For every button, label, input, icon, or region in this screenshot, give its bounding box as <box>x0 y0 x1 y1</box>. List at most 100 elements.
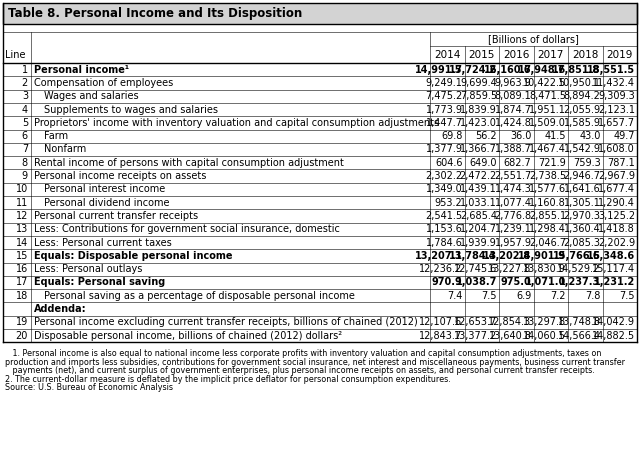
Text: 1,366.7: 1,366.7 <box>460 144 497 154</box>
Text: 12,107.6: 12,107.6 <box>419 317 463 327</box>
Bar <box>3 32 637 63</box>
Text: Equals: Personal saving: Equals: Personal saving <box>34 278 165 288</box>
Text: 970.9: 970.9 <box>432 278 463 288</box>
Bar <box>3 236 637 249</box>
Bar <box>3 302 637 316</box>
Text: 41.5: 41.5 <box>545 131 566 141</box>
Text: 69.8: 69.8 <box>441 131 463 141</box>
Text: 9,699.4: 9,699.4 <box>460 78 497 88</box>
Text: 10,950.1: 10,950.1 <box>557 78 600 88</box>
Text: Supplements to wages and salaries: Supplements to wages and salaries <box>44 104 218 114</box>
Bar <box>3 169 637 183</box>
Text: 604.6: 604.6 <box>435 158 463 168</box>
Text: 7.5: 7.5 <box>481 291 497 301</box>
Text: 16: 16 <box>16 264 28 274</box>
Text: Addenda:: Addenda: <box>34 304 86 314</box>
Text: 1,377.9: 1,377.9 <box>426 144 463 154</box>
Text: 11,432.4: 11,432.4 <box>592 78 635 88</box>
Bar <box>3 130 637 143</box>
Text: Compensation of employees: Compensation of employees <box>34 78 173 88</box>
Text: Nonfarm: Nonfarm <box>44 144 86 154</box>
Text: 13,377.2: 13,377.2 <box>454 331 497 341</box>
Text: 1,957.9: 1,957.9 <box>495 238 531 248</box>
Text: 18,551.5: 18,551.5 <box>587 65 635 75</box>
Text: 16,160.7: 16,160.7 <box>483 65 531 75</box>
Bar <box>3 276 637 289</box>
Text: 1,239.1: 1,239.1 <box>495 224 531 234</box>
Bar <box>3 90 637 103</box>
Text: 14,901.9: 14,901.9 <box>518 251 566 261</box>
Text: 2: 2 <box>22 78 28 88</box>
Text: 7.8: 7.8 <box>585 291 600 301</box>
Text: 1,542.9: 1,542.9 <box>563 144 600 154</box>
Text: 9,963.9: 9,963.9 <box>495 78 531 88</box>
Text: Line: Line <box>5 49 26 60</box>
Text: production and imports less subsidies, contributions for government social insur: production and imports less subsidies, c… <box>5 358 625 367</box>
Text: 1,474.3: 1,474.3 <box>495 185 531 194</box>
Text: 2014: 2014 <box>434 49 460 60</box>
Text: Personal current transfer receipts: Personal current transfer receipts <box>34 211 198 221</box>
Text: 2,946.7: 2,946.7 <box>563 171 600 181</box>
Text: 1,585.9: 1,585.9 <box>563 118 600 128</box>
Text: 49.7: 49.7 <box>614 131 635 141</box>
Text: 14,991.7: 14,991.7 <box>415 65 463 75</box>
Text: 649.0: 649.0 <box>470 158 497 168</box>
Text: 1,773.9: 1,773.9 <box>426 104 463 114</box>
Text: Personal saving as a percentage of disposable personal income: Personal saving as a percentage of dispo… <box>44 291 355 301</box>
Text: 2,085.3: 2,085.3 <box>563 238 600 248</box>
Text: 1,509.0: 1,509.0 <box>529 118 566 128</box>
Text: 15,724.2: 15,724.2 <box>449 65 497 75</box>
Bar <box>3 156 637 169</box>
Bar <box>3 143 637 156</box>
Text: 7.2: 7.2 <box>550 291 566 301</box>
Text: 1,231.2: 1,231.2 <box>594 278 635 288</box>
Text: 1,951.1: 1,951.1 <box>529 104 566 114</box>
Text: 1,424.8: 1,424.8 <box>495 118 531 128</box>
Text: 1,237.3: 1,237.3 <box>559 278 600 288</box>
Text: 20: 20 <box>15 331 28 341</box>
Text: 1: 1 <box>22 65 28 75</box>
Bar <box>3 116 637 130</box>
Text: 6: 6 <box>22 131 28 141</box>
Text: 16,948.6: 16,948.6 <box>518 65 566 75</box>
Text: 1,677.4: 1,677.4 <box>598 185 635 194</box>
Text: 2,472.2: 2,472.2 <box>460 171 497 181</box>
Text: 1,033.1: 1,033.1 <box>460 198 497 207</box>
Text: 787.1: 787.1 <box>607 158 635 168</box>
Text: 3: 3 <box>22 91 28 101</box>
Text: 3,125.2: 3,125.2 <box>598 211 635 221</box>
Text: 1,439.1: 1,439.1 <box>460 185 497 194</box>
Text: 6.9: 6.9 <box>516 291 531 301</box>
Text: 1,657.7: 1,657.7 <box>598 118 635 128</box>
Text: 36.0: 36.0 <box>510 131 531 141</box>
Text: 1,077.4: 1,077.4 <box>495 198 531 207</box>
Text: 2,738.5: 2,738.5 <box>529 171 566 181</box>
Text: 10: 10 <box>16 185 28 194</box>
Text: 14,060.5: 14,060.5 <box>523 331 566 341</box>
Text: 2,967.9: 2,967.9 <box>598 171 635 181</box>
Text: Less: Contributions for government social insurance, domestic: Less: Contributions for government socia… <box>34 224 340 234</box>
Text: 1,784.6: 1,784.6 <box>426 238 463 248</box>
Text: Personal income¹: Personal income¹ <box>34 65 129 75</box>
Text: Less: Personal outlays: Less: Personal outlays <box>34 264 142 274</box>
Text: 1,153.6: 1,153.6 <box>426 224 463 234</box>
Text: 4: 4 <box>22 104 28 114</box>
Text: 7,859.5: 7,859.5 <box>460 91 497 101</box>
Text: 8: 8 <box>22 158 28 168</box>
Text: 17,851.8: 17,851.8 <box>552 65 600 75</box>
Text: 1,071.0: 1,071.0 <box>525 278 566 288</box>
Text: 1,038.7: 1,038.7 <box>456 278 497 288</box>
Text: 2,970.3: 2,970.3 <box>563 211 600 221</box>
Text: 1,418.8: 1,418.8 <box>598 224 635 234</box>
Text: 15,117.4: 15,117.4 <box>592 264 635 274</box>
Text: 19: 19 <box>16 317 28 327</box>
Text: 14,202.8: 14,202.8 <box>483 251 531 261</box>
Text: 12,854.3: 12,854.3 <box>488 317 531 327</box>
Text: 1,160.8: 1,160.8 <box>529 198 566 207</box>
Text: Personal income excluding current transfer receipts, billions of chained (2012): Personal income excluding current transf… <box>34 317 418 327</box>
Bar <box>3 316 637 329</box>
Text: 1,939.9: 1,939.9 <box>460 238 497 248</box>
Text: 10,422.5: 10,422.5 <box>523 78 566 88</box>
Text: 12,745.6: 12,745.6 <box>454 264 497 274</box>
Text: 5: 5 <box>22 118 28 128</box>
